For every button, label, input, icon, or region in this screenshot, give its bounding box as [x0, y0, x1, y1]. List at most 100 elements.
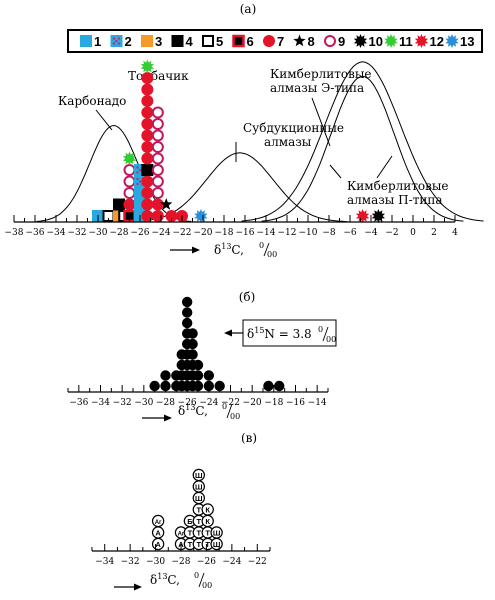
legend-marker-2-dot	[117, 42, 121, 45]
data-point-dot	[136, 182, 139, 186]
tick-label: 0	[410, 228, 416, 238]
axis-unit-num: 0	[259, 241, 264, 250]
tick-label: −18	[215, 228, 234, 238]
axis-c-label-text: δ13C,	[150, 572, 180, 587]
tick-label: −26	[131, 228, 150, 238]
data-point	[122, 151, 137, 166]
data-point	[263, 380, 274, 392]
data-point	[165, 210, 178, 222]
label-kimP-1: Кимберлитовые	[347, 179, 449, 193]
x-axis-a: −38 −36 −34 −32 −30 −28 −26 −24 −22 −20 −18 −16 −14−…	[5, 215, 458, 238]
axis-b-unit-num: 0	[222, 402, 227, 411]
tick-label: −4	[364, 228, 378, 238]
label-subduction-2: алмазы	[264, 135, 312, 149]
legend-marker-3	[141, 35, 153, 47]
legend-marker-2-dot	[112, 42, 116, 45]
data-point	[214, 380, 225, 392]
data-point	[123, 175, 136, 188]
data-point-label: Аг	[155, 520, 162, 526]
tick-label: −28	[172, 557, 191, 567]
axis-c-unit-num: 0	[194, 571, 199, 580]
data-point-label: Т	[188, 529, 193, 538]
tick-label: −14	[257, 228, 276, 238]
legend-marker-2-dot	[117, 37, 121, 40]
legend-label-4: 4	[186, 34, 194, 49]
tick-label: −30	[89, 228, 108, 238]
data-point	[151, 141, 164, 153]
tick-label: −14	[308, 398, 327, 408]
data-point-label: Ш	[195, 494, 203, 503]
data-point-dot	[136, 177, 139, 181]
data-point-label: Ш	[195, 483, 203, 492]
data-point-label: А	[155, 540, 161, 549]
data-point	[141, 118, 154, 130]
axis-c-arrow-head	[134, 583, 142, 591]
curve	[36, 124, 192, 222]
data-point-label: Т	[197, 529, 202, 538]
data-point	[141, 187, 154, 199]
annotation-b-unit-slash	[322, 326, 329, 342]
data-point	[192, 359, 204, 371]
x-axis-label-a: δ13C, 0 00	[170, 241, 277, 259]
data-point-label: А	[155, 529, 161, 538]
panel-a: (а) 1 2 3 4 5 6 7 8 9 10 11 12 13 Карбонадо Толбачик…	[5, 2, 484, 259]
arrow-kimP-right	[376, 155, 393, 179]
tick-label: 4	[452, 228, 458, 238]
data-point	[141, 141, 154, 153]
legend-marker-8	[293, 34, 306, 47]
tick-label: −24	[199, 398, 218, 408]
data-point	[113, 198, 125, 211]
axis-c-unit-slash	[198, 572, 205, 588]
axis-unit-den: 00	[267, 250, 277, 259]
legend-marker-2-dot	[112, 37, 116, 40]
data-point	[141, 95, 154, 107]
data-point-label: Б	[187, 517, 193, 526]
x-axis-c: −34 −32 −30 −28 −26 −24 −22	[91, 544, 271, 567]
tick-label: −26	[197, 557, 216, 567]
data-point	[151, 210, 164, 222]
tick-label: −36	[69, 398, 88, 408]
data-point	[123, 164, 136, 176]
data-point	[141, 164, 154, 176]
data-point	[201, 503, 214, 516]
data-point	[141, 106, 154, 119]
data-point-label: К	[205, 506, 210, 515]
tick-label: −34	[95, 557, 114, 567]
tick-label: −22	[221, 398, 240, 408]
data-point	[151, 164, 164, 176]
label-tolbachik: Толбачик	[128, 69, 189, 83]
data-point	[141, 83, 154, 96]
annotation-b-text: δ15N = 3.8	[247, 326, 312, 341]
data-point	[187, 328, 198, 339]
data-point-dot	[136, 166, 139, 169]
x-axis-label-c: δ13C, 0 00	[114, 571, 212, 591]
label-subduction-1: Субдукционные	[243, 121, 344, 135]
data-point-label: Т	[197, 506, 202, 515]
data-point-label: Т	[205, 529, 210, 538]
label-kimE-2: алмазы Э-типа	[270, 81, 364, 95]
legend-marker-6	[232, 34, 245, 48]
tick-label: −38	[5, 228, 24, 238]
axis-b-unit-slash	[226, 403, 233, 419]
data-point-label: Т	[205, 540, 210, 549]
tick-label: −30	[134, 398, 153, 408]
legend-label-13: 13	[460, 34, 474, 49]
data-point	[192, 380, 204, 392]
data-point-label: Т	[197, 517, 202, 526]
data-point	[181, 307, 193, 318]
annotation-b-box	[242, 319, 337, 347]
axis-label-text: δ13C,	[214, 242, 244, 257]
data-points	[92, 59, 385, 223]
tick-label: −30	[146, 557, 165, 567]
data-point	[194, 209, 208, 223]
tick-label: −22	[248, 557, 267, 567]
tick-label: −32	[68, 228, 87, 238]
panel-a-title: (а)	[240, 2, 257, 16]
legend-marker-2-dot	[115, 39, 118, 43]
annotation-b-unit-num: 0	[318, 325, 323, 334]
tick-label: −36	[26, 228, 45, 238]
data-point	[181, 317, 193, 329]
data-point	[192, 468, 205, 482]
legend-label-6: 6	[247, 34, 254, 49]
